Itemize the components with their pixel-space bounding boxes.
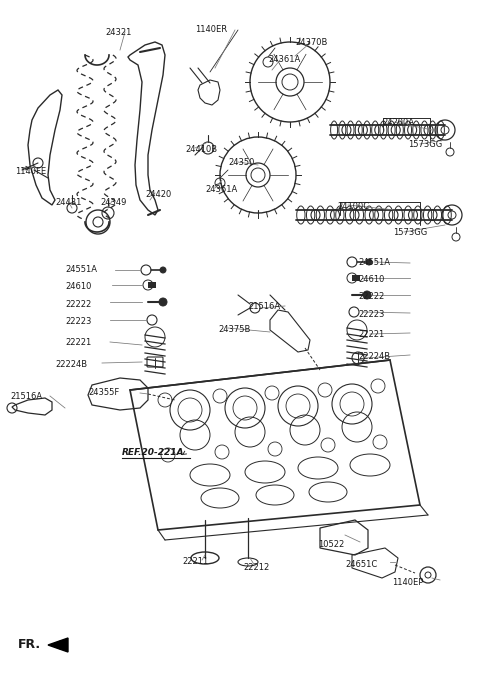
Text: 22224B: 22224B [358, 352, 390, 361]
Text: 10522: 10522 [318, 540, 344, 549]
Text: 24651C: 24651C [345, 560, 377, 569]
Text: 24349: 24349 [100, 198, 126, 207]
Text: 24420: 24420 [145, 190, 171, 199]
Text: 1573GG: 1573GG [393, 228, 427, 237]
Circle shape [160, 267, 166, 273]
Circle shape [366, 259, 372, 265]
Text: 24321: 24321 [105, 28, 132, 37]
Text: 24375B: 24375B [218, 325, 251, 334]
Text: 24610: 24610 [358, 275, 384, 284]
Text: 22223: 22223 [358, 310, 384, 319]
Bar [352, 275, 360, 281]
Text: 24410B: 24410B [185, 145, 217, 154]
Polygon shape [48, 638, 68, 652]
Text: 24431: 24431 [55, 198, 82, 207]
Text: 24610: 24610 [65, 282, 91, 291]
Bar [148, 282, 156, 288]
Circle shape [159, 298, 167, 306]
Text: 22224B: 22224B [55, 360, 87, 369]
Text: 24551A: 24551A [65, 265, 97, 274]
Text: 1140FE: 1140FE [15, 167, 46, 176]
Text: 24361A: 24361A [268, 55, 300, 64]
Text: 22223: 22223 [65, 317, 91, 326]
Text: 24370B: 24370B [295, 38, 327, 47]
Text: 22212: 22212 [243, 563, 269, 572]
Text: 22221: 22221 [65, 338, 91, 347]
Text: 22211: 22211 [182, 557, 208, 566]
Text: 24100C: 24100C [337, 202, 369, 211]
Text: 22221: 22221 [358, 330, 384, 339]
Text: 24551A: 24551A [358, 258, 390, 267]
Text: 24355F: 24355F [88, 388, 119, 397]
Text: 21516A: 21516A [248, 302, 280, 311]
Text: REF.20-221A: REF.20-221A [122, 448, 184, 457]
Circle shape [363, 291, 371, 299]
Text: 1573GG: 1573GG [408, 140, 442, 149]
Text: 24361A: 24361A [205, 185, 237, 194]
Text: 22222: 22222 [358, 292, 384, 301]
Text: 1140ER: 1140ER [195, 25, 227, 34]
Text: 22222: 22222 [65, 300, 91, 309]
Text: 24200A: 24200A [382, 118, 414, 127]
Text: 1140EP: 1140EP [392, 578, 423, 587]
Text: FR.: FR. [18, 638, 41, 651]
Text: 24350: 24350 [228, 158, 254, 167]
Text: 21516A: 21516A [10, 392, 42, 401]
